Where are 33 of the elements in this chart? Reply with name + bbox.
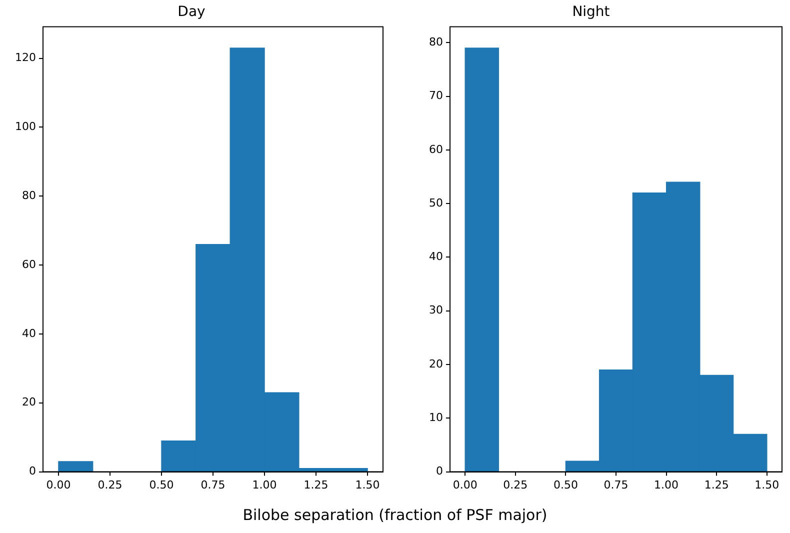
x-tick-label: 0.00 <box>46 478 71 492</box>
y-tick-label: 20 <box>429 357 443 370</box>
x-tick-label: 1.00 <box>654 478 679 492</box>
x-tick-label: 0.75 <box>200 478 226 492</box>
y-tick-label: 40 <box>22 326 36 340</box>
x-tick-label: 1.25 <box>704 478 729 492</box>
y-tick-label: 50 <box>429 196 443 210</box>
x-tick-label: 0.25 <box>503 478 528 492</box>
y-tick-label: 60 <box>429 142 443 156</box>
y-tick-label: 0 <box>436 464 443 478</box>
x-tick-label: 1.50 <box>754 478 780 492</box>
y-tick-label: 80 <box>429 35 443 48</box>
x-tick-label: 1.50 <box>355 478 380 492</box>
y-tick-label: 40 <box>429 250 443 264</box>
y-tick-label: 60 <box>22 258 36 271</box>
x-tick-label: 1.25 <box>304 478 328 492</box>
x-tick-label: 1.00 <box>252 478 277 492</box>
y-tick-label: 100 <box>15 120 36 134</box>
x-tick-label: 0.50 <box>553 478 578 492</box>
x-tick-label: 0.75 <box>604 478 628 492</box>
chart-title: Day <box>178 4 206 20</box>
text: Bilobe separation (fraction of PSF major) <box>242 506 548 524</box>
x-tick-label: 0.00 <box>452 478 478 492</box>
y-tick-label: 0 <box>29 464 36 478</box>
y-tick-label: 120 <box>15 51 36 64</box>
y-tick-label: 20 <box>22 396 36 409</box>
y-tick-label: 70 <box>429 89 443 102</box>
y-tick-label: 10 <box>429 411 443 424</box>
x-tick-label: 0.50 <box>149 478 174 492</box>
y-tick-label: 80 <box>22 189 36 202</box>
chart-title: Night <box>572 4 610 20</box>
y-tick-label: 30 <box>429 304 443 317</box>
x-tick-label: 0.25 <box>98 478 122 492</box>
